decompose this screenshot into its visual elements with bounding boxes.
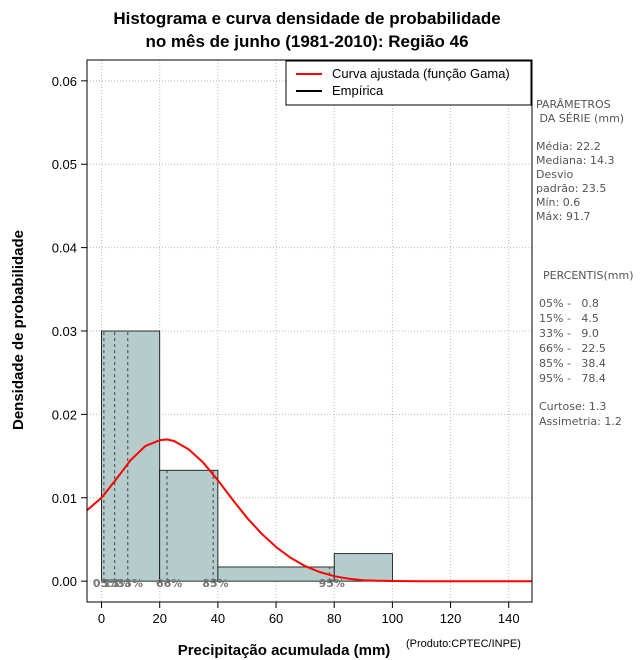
skewness: Assimetria: 1.2 [539,415,622,428]
fitted-gamma-curve [86,438,532,583]
percentis-15: 15% - 4.5 [539,312,599,325]
percentis-95: 95% - 78.4 [539,372,606,385]
percentis-66: 66% - 22.5 [539,342,606,355]
params-title-line-2: DA SÉRIE (mm) [536,112,624,125]
x-tick-label: 60 [269,611,283,626]
percentile-label: 05% [93,577,119,590]
percentile-label: 15% [104,577,130,590]
params-stddev-line-1: Desvio [536,168,574,181]
x-tick-label: 120 [440,611,462,626]
y-axis: 0.00 0.01 0.02 0.03 0.04 0.05 0.06 [52,74,87,589]
y-tick-label: 0.00 [52,574,77,589]
y-tick-label: 0.04 [52,241,77,256]
x-tick-label: 140 [498,611,520,626]
percentile-label: 85% [202,577,228,590]
legend-fitted-label: Curva ajustada (função Gama) [332,66,510,81]
percentis-85: 85% - 38.4 [539,357,606,370]
percentile-label: 66% [156,577,182,590]
y-tick-label: 0.05 [52,157,77,172]
histogram-bar [159,469,219,582]
x-tick-label: 20 [152,611,166,626]
params-mean: Média: 22.2 [536,140,601,153]
product-credit: (Produto:CPTEC/INPE) [406,638,521,650]
percentis-title: PERCENTIS(mm) [543,269,634,282]
chart-title-line-2: no mês de junho (1981-2010): Região 46 [145,32,468,51]
percentile-label: 33% [117,577,143,590]
x-axis: 0 20 40 60 80 100 120 140 [98,602,520,626]
y-tick-label: 0.03 [52,324,77,339]
kurtosis: Curtose: 1.3 [539,400,606,413]
histogram-bar [217,566,335,582]
percentis-05: 05% - 0.8 [539,297,599,310]
percentis-33: 33% - 9.0 [539,327,599,340]
x-tick-label: 80 [327,611,341,626]
y-axis-title: Densidade de probabilidade [10,230,27,430]
y-tick-label: 0.06 [52,74,77,89]
series-parameters-panel: PARÂMETROS DA SÉRIE (mm) Média: 22.2 Med… [536,98,624,223]
histogram-bar [333,553,393,582]
percentiles-panel: PERCENTIS(mm) 05% - 0.8 15% - 4.5 33% - … [539,269,634,428]
x-tick-label: 40 [211,611,225,626]
percentile-label: 95% [319,577,345,590]
x-axis-title: Precipitação acumulada (mm) [178,642,391,659]
params-max: Máx: 91.7 [536,210,590,223]
y-tick-label: 0.02 [52,407,77,422]
y-tick-label: 0.01 [52,491,77,506]
percentile-labels: 05%15%33% 66% 85% 95% [93,577,345,590]
gamma-curve [86,438,532,583]
legend-box [285,60,532,106]
x-tick-label: 100 [382,611,404,626]
params-median: Mediana: 14.3 [536,154,614,167]
params-stddev-line-2: padrão: 23.5 [536,182,606,195]
histogram-bar [101,330,161,582]
histogram-bars [101,330,393,582]
x-tick-label: 0 [98,611,105,626]
legend: Curva ajustada (função Gama) Empírica [285,60,532,106]
params-title-line-1: PARÂMETROS [536,98,611,111]
legend-empirical-label: Empírica [332,83,384,98]
params-min: Mín: 0.6 [536,196,580,209]
chart-title-line-1: Histograma e curva densidade de probabil… [113,9,500,28]
